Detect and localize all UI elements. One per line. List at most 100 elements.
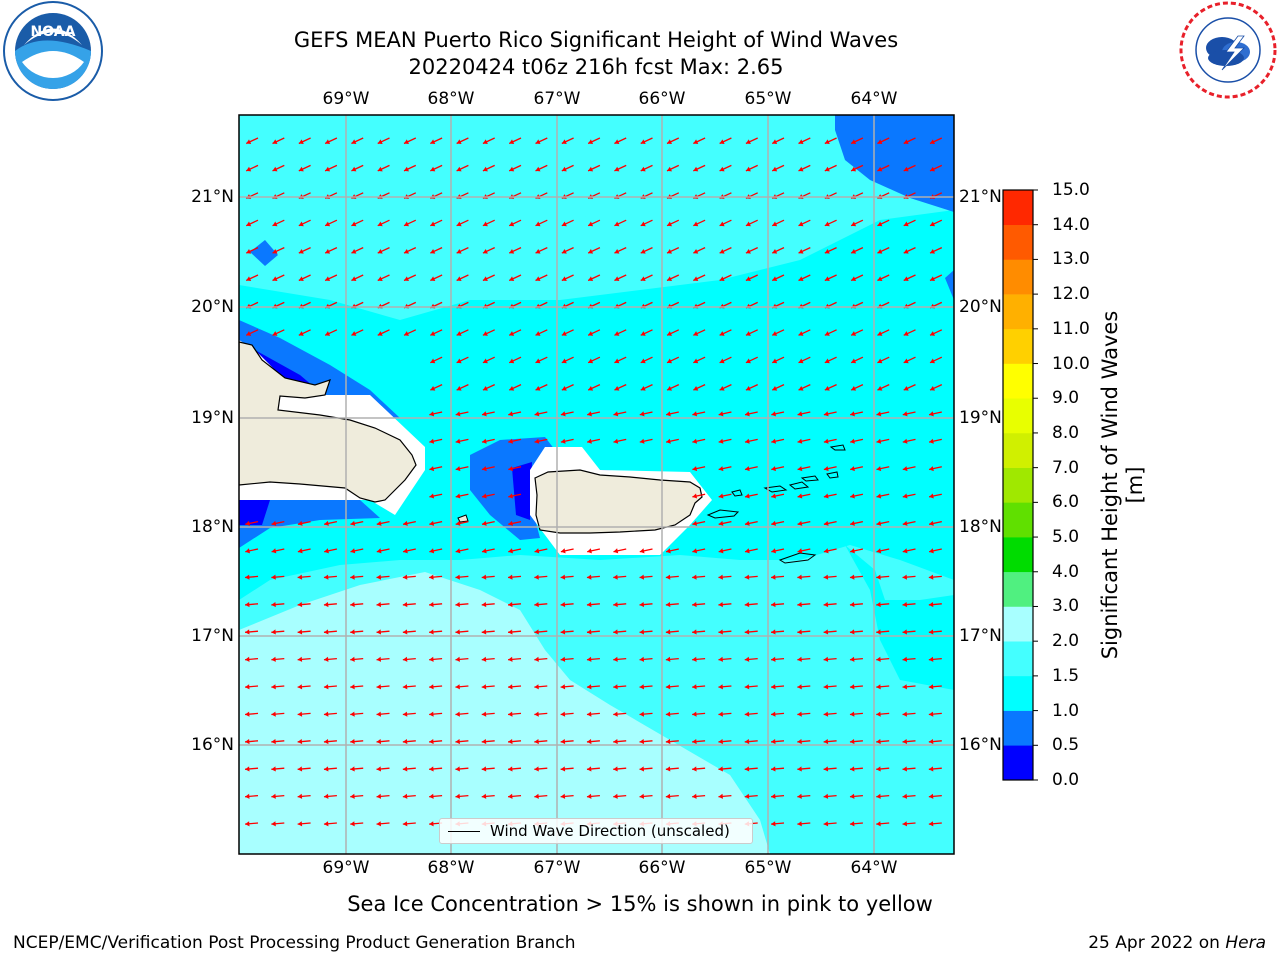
wave-arrow-head <box>639 766 645 772</box>
wave-arrow-head <box>692 629 697 635</box>
wave-arrow-head <box>297 821 303 827</box>
wave-arrow-head <box>481 493 487 499</box>
wave-arrow-head <box>639 738 645 745</box>
colorbar-segment <box>1003 259 1033 295</box>
wave-arrow-head <box>323 711 329 717</box>
wave-arrow-head <box>350 793 355 799</box>
wave-arrow-head <box>455 438 461 444</box>
wave-arrow-head <box>640 139 646 145</box>
wave-arrow-head <box>323 684 329 690</box>
colorbar-tick-label: 6.0 <box>1052 492 1080 513</box>
wave-arrow-head <box>851 139 857 145</box>
map-frame <box>238 114 955 855</box>
wave-arrow-head <box>928 684 934 690</box>
wave-arrow-head <box>272 331 278 336</box>
wave-arrow-head <box>509 221 515 227</box>
wave-arrow-head <box>377 276 383 282</box>
wave-arrow-head <box>376 629 382 635</box>
wave-arrow-head <box>824 358 830 364</box>
wave-arrow-head <box>455 411 461 417</box>
colorbar-tick-label: 10.0 <box>1052 353 1090 374</box>
wave-arrow-head <box>772 248 778 254</box>
wave-arrow-head <box>508 601 513 608</box>
wave-arrow-head <box>797 520 803 526</box>
wave-arrow-head <box>902 574 908 580</box>
wave-arrow-head <box>376 738 382 745</box>
wave-arrow-head <box>876 411 882 417</box>
wave-arrow-head <box>323 766 329 772</box>
wave-arrow-head <box>509 248 515 254</box>
wave-arrow-head <box>482 166 488 172</box>
wave-arrow-head <box>666 411 671 417</box>
wave-arrow-head <box>586 766 592 772</box>
wave-arrow-head <box>614 276 620 282</box>
wave-arrow-head <box>928 629 934 635</box>
wave-arrow-head <box>508 629 513 635</box>
wave-arrow-head <box>588 358 594 364</box>
colorbar <box>1002 189 1038 781</box>
wave-arrow-head <box>456 358 462 364</box>
wave-arrow-head <box>693 331 699 336</box>
wave-arrow-head <box>246 276 252 282</box>
wave-arrow-head <box>851 385 857 391</box>
wave-arrow-head <box>613 766 618 772</box>
wave-arrow-head <box>718 411 724 417</box>
wave-arrow-head <box>560 601 566 608</box>
wave-arrow-head <box>639 601 645 608</box>
wave-arrow-head <box>930 331 935 336</box>
colorbar-segment <box>1003 745 1033 781</box>
wave-arrow-head <box>456 166 462 172</box>
wave-arrow-head <box>481 411 487 417</box>
wave-arrow-head <box>588 166 594 172</box>
wave-arrow-head <box>876 738 881 745</box>
wave-arrow-head <box>455 520 461 526</box>
wave-arrow-head <box>744 629 750 635</box>
wave-arrow-head <box>245 711 250 717</box>
wave-arrow-head <box>665 656 671 662</box>
wave-arrow-head <box>613 656 618 662</box>
contour-blue-ne-edge <box>945 270 954 300</box>
wave-arrow-head <box>455 793 460 799</box>
wave-arrow-head <box>245 656 250 662</box>
wave-arrow-head <box>639 656 645 662</box>
wave-arrow-head <box>823 574 829 580</box>
wave-arrow-head <box>246 248 252 254</box>
wave-arrow-head <box>902 411 908 417</box>
wave-arrow-head <box>534 793 539 799</box>
colorbar-segment <box>1003 571 1033 607</box>
wave-arrow-head <box>877 166 883 172</box>
wave-arrow-head <box>508 466 514 472</box>
wave-arrow-head <box>719 358 725 364</box>
wave-arrow-head <box>849 574 855 580</box>
wave-arrow-head <box>613 548 619 554</box>
wave-arrow-head <box>429 438 435 444</box>
wave-arrow-head <box>772 276 778 282</box>
wave-arrow-head <box>745 358 751 364</box>
wave-arrow-head <box>482 248 488 254</box>
wave-arrow-head <box>745 248 751 254</box>
wave-arrow-head <box>640 358 646 364</box>
wave-arrow-head <box>509 139 515 145</box>
wave-arrow-head <box>719 385 725 391</box>
wave-arrow-head <box>930 139 935 145</box>
wave-arrow-head <box>692 493 698 499</box>
wave-arrow-head <box>455 629 460 635</box>
wave-arrow-head <box>613 711 618 717</box>
wave-arrow-head <box>509 166 515 172</box>
wave-arrow-head <box>744 574 750 580</box>
wave-arrow-head <box>797 574 802 580</box>
colorbar-tick-label: 12.0 <box>1052 284 1090 305</box>
wave-arrow-head <box>798 358 804 364</box>
colorbar-tick-label: 0.0 <box>1052 770 1080 790</box>
wave-arrow-head <box>824 276 830 282</box>
lon-tick-label-bot: 65°W <box>744 858 792 878</box>
wave-arrow-head <box>823 520 829 526</box>
wave-arrow-head <box>482 276 488 282</box>
wave-arrow-head <box>271 574 276 580</box>
wave-arrow-head <box>797 766 802 772</box>
wave-arrow-head <box>744 656 750 662</box>
wave-arrow-head <box>350 738 355 745</box>
wave-arrow-head <box>455 766 460 772</box>
wave-arrow-head <box>429 548 435 554</box>
wave-arrow-head <box>744 411 750 417</box>
